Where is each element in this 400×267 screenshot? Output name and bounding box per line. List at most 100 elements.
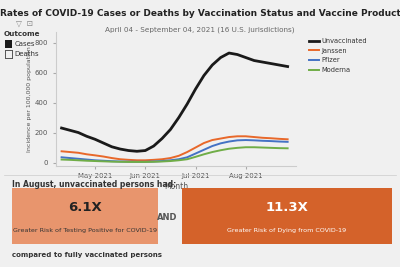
Pfizer bbox=[193, 152, 198, 155]
Pfizer bbox=[151, 160, 156, 163]
Line: Pfizer: Pfizer bbox=[62, 140, 288, 162]
Pfizer bbox=[235, 139, 240, 142]
Pfizer bbox=[243, 138, 248, 142]
Legend: Unvaccinated, Janssen, Pfizer, Moderna: Unvaccinated, Janssen, Pfizer, Moderna bbox=[306, 35, 370, 76]
Moderna bbox=[176, 159, 181, 162]
Pfizer bbox=[285, 140, 290, 143]
Janssen bbox=[235, 135, 240, 138]
Text: Outcome: Outcome bbox=[4, 31, 40, 37]
Text: In August, unvaccinated persons had:: In August, unvaccinated persons had: bbox=[12, 180, 176, 189]
Janssen bbox=[110, 156, 114, 160]
Text: Rates of COVID-19 Cases or Deaths by Vaccination Status and Vaccine Product: Rates of COVID-19 Cases or Deaths by Vac… bbox=[0, 9, 400, 18]
Moderna bbox=[151, 160, 156, 163]
Moderna bbox=[210, 150, 215, 154]
Text: Deaths: Deaths bbox=[14, 52, 39, 57]
Unvaccinated bbox=[160, 137, 164, 140]
Janssen bbox=[134, 159, 139, 162]
Unvaccinated bbox=[176, 116, 181, 119]
Janssen bbox=[277, 137, 282, 140]
Pfizer bbox=[210, 144, 215, 148]
Unvaccinated bbox=[168, 128, 173, 131]
Moderna bbox=[243, 146, 248, 149]
Pfizer bbox=[118, 160, 122, 163]
Line: Moderna: Moderna bbox=[62, 147, 288, 162]
Unvaccinated bbox=[210, 64, 215, 67]
Unvaccinated bbox=[59, 127, 64, 130]
Pfizer bbox=[168, 159, 173, 162]
Janssen bbox=[243, 135, 248, 138]
Unvaccinated bbox=[268, 62, 273, 65]
Moderna bbox=[168, 159, 173, 163]
Janssen bbox=[126, 158, 131, 162]
Unvaccinated bbox=[134, 150, 139, 153]
Moderna bbox=[193, 155, 198, 158]
Unvaccinated bbox=[260, 60, 265, 64]
Moderna bbox=[252, 146, 256, 149]
Janssen bbox=[101, 155, 106, 158]
Moderna bbox=[134, 160, 139, 164]
Moderna bbox=[160, 160, 164, 163]
Text: Cases: Cases bbox=[14, 41, 35, 47]
Janssen bbox=[76, 151, 81, 154]
Text: Greater Risk of Dying from COVID-19: Greater Risk of Dying from COVID-19 bbox=[227, 228, 347, 233]
Unvaccinated bbox=[202, 74, 206, 77]
Pfizer bbox=[277, 140, 282, 143]
Pfizer bbox=[76, 157, 81, 160]
Moderna bbox=[202, 153, 206, 156]
Moderna bbox=[101, 160, 106, 163]
Unvaccinated bbox=[126, 149, 131, 152]
Pfizer bbox=[176, 158, 181, 161]
Moderna bbox=[277, 147, 282, 150]
Unvaccinated bbox=[84, 135, 89, 138]
Moderna bbox=[260, 146, 265, 149]
Janssen bbox=[59, 150, 64, 153]
Moderna bbox=[93, 159, 98, 163]
Text: AND: AND bbox=[157, 213, 178, 222]
Unvaccinated bbox=[68, 129, 72, 132]
Pfizer bbox=[268, 139, 273, 143]
Moderna bbox=[143, 160, 148, 164]
Text: 11.3X: 11.3X bbox=[266, 201, 308, 214]
Pfizer bbox=[252, 139, 256, 142]
Pfizer bbox=[68, 156, 72, 160]
Unvaccinated bbox=[143, 149, 148, 152]
Unvaccinated bbox=[185, 103, 190, 106]
Moderna bbox=[218, 149, 223, 152]
Janssen bbox=[185, 150, 190, 154]
Pfizer bbox=[218, 142, 223, 145]
Moderna bbox=[185, 158, 190, 161]
Line: Janssen: Janssen bbox=[62, 136, 288, 160]
Pfizer bbox=[160, 159, 164, 163]
Janssen bbox=[210, 138, 215, 142]
Moderna bbox=[235, 146, 240, 150]
Moderna bbox=[118, 160, 122, 163]
Unvaccinated bbox=[93, 138, 98, 141]
Unvaccinated bbox=[235, 53, 240, 56]
Pfizer bbox=[202, 148, 206, 151]
Unvaccinated bbox=[218, 56, 223, 59]
Text: Greater Risk of Testing Positive for COVID-19: Greater Risk of Testing Positive for COV… bbox=[13, 228, 157, 233]
Janssen bbox=[93, 154, 98, 157]
Text: April 04 - September 04, 2021 (16 U.S. jurisdictions): April 04 - September 04, 2021 (16 U.S. j… bbox=[105, 27, 295, 33]
Janssen bbox=[268, 137, 273, 140]
Janssen bbox=[118, 158, 122, 161]
Pfizer bbox=[110, 160, 114, 163]
Moderna bbox=[76, 159, 81, 162]
Janssen bbox=[160, 158, 164, 161]
Janssen bbox=[68, 150, 72, 154]
Unvaccinated bbox=[243, 56, 248, 59]
Pfizer bbox=[59, 156, 64, 159]
Pfizer bbox=[93, 159, 98, 162]
Text: compared to fully vaccinated persons: compared to fully vaccinated persons bbox=[12, 252, 162, 258]
Janssen bbox=[168, 156, 173, 160]
Janssen bbox=[202, 142, 206, 145]
Pfizer bbox=[101, 159, 106, 162]
Pfizer bbox=[126, 160, 131, 163]
Text: ▽  ⊡: ▽ ⊡ bbox=[16, 19, 33, 28]
Unvaccinated bbox=[110, 145, 114, 148]
Moderna bbox=[285, 147, 290, 150]
Unvaccinated bbox=[277, 64, 282, 67]
Pfizer bbox=[143, 160, 148, 163]
Janssen bbox=[252, 135, 256, 139]
Janssen bbox=[143, 159, 148, 162]
